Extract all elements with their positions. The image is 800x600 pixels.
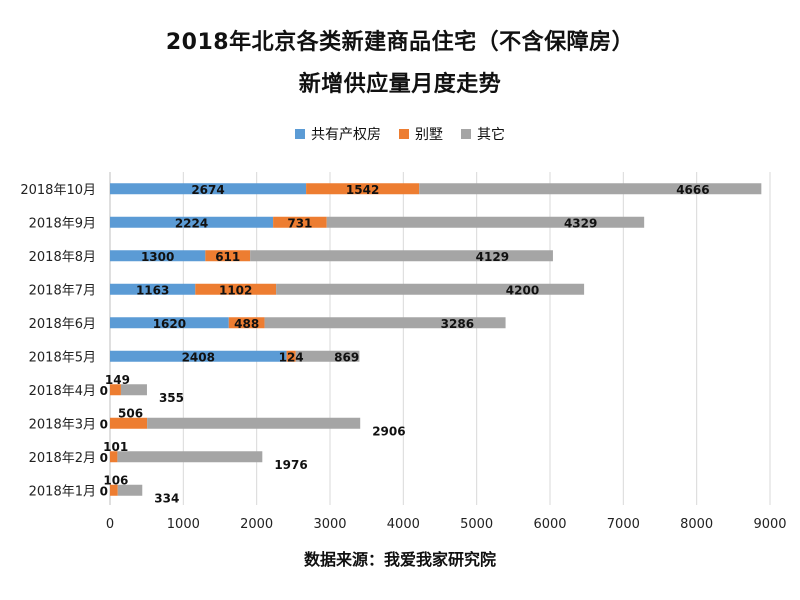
data-label: 1163 — [136, 283, 169, 297]
data-label: 4666 — [676, 183, 709, 197]
bar-segment — [276, 283, 585, 295]
x-tick-label: 8000 — [680, 517, 713, 532]
category-label: 2018年7月 — [29, 283, 96, 298]
data-label: 2674 — [191, 183, 224, 197]
category-label: 2018年10月 — [20, 183, 96, 198]
category-label: 2018年2月 — [29, 451, 96, 466]
bar-segment — [147, 417, 361, 429]
data-label: 149 — [105, 373, 130, 387]
bar-segment — [264, 317, 506, 329]
chart-subtitle: 新增供应量月度走势 — [298, 72, 502, 97]
data-label: 4200 — [506, 283, 539, 297]
legend-item-other: 其它 — [461, 124, 505, 144]
bar-segment — [250, 250, 553, 262]
bar-segment — [110, 350, 287, 362]
category-label: 2018年3月 — [29, 417, 96, 432]
data-label: 2906 — [372, 424, 405, 438]
legend-label-shared-ownership: 共有产权房 — [311, 127, 381, 143]
x-tick-label: 6000 — [533, 517, 566, 532]
bar-segment — [295, 350, 360, 362]
data-label: 0 — [100, 484, 108, 498]
data-label: 869 — [334, 350, 359, 364]
data-label: 1620 — [153, 317, 186, 331]
x-tick-label: 4000 — [387, 517, 420, 532]
bar-segment — [195, 283, 277, 295]
bar-segment — [110, 417, 148, 429]
data-source: 数据来源：我爱我家研究院 — [303, 550, 496, 569]
data-label: 1542 — [346, 183, 379, 197]
bar-segment — [110, 283, 196, 295]
data-label: 101 — [103, 440, 128, 454]
bar-segment — [205, 250, 251, 262]
data-label: 4129 — [476, 250, 509, 264]
data-label: 488 — [234, 317, 259, 331]
bar-segment — [110, 250, 206, 262]
data-label: 1102 — [219, 283, 252, 297]
legend-label-other: 其它 — [477, 127, 505, 143]
data-label: 2408 — [182, 350, 215, 364]
bar-segment — [110, 484, 118, 496]
data-label: 506 — [118, 406, 143, 420]
x-tick-label: 0 — [106, 517, 114, 532]
x-tick-label: 9000 — [753, 517, 786, 532]
data-label: 731 — [287, 216, 312, 230]
bar-segment — [110, 183, 307, 195]
data-label: 3286 — [441, 317, 474, 331]
category-label: 2018年1月 — [29, 484, 96, 499]
x-tick-label: 2000 — [240, 517, 273, 532]
data-label: 0 — [100, 417, 108, 431]
category-label: 2018年8月 — [29, 250, 96, 265]
data-label: 355 — [159, 391, 184, 405]
x-tick-label: 3000 — [313, 517, 346, 532]
data-label: 611 — [215, 250, 240, 264]
data-label: 2224 — [175, 216, 208, 230]
bar-segment — [120, 384, 147, 396]
data-label: 0 — [100, 451, 108, 465]
data-label: 4329 — [564, 216, 597, 230]
data-label: 106 — [103, 473, 128, 487]
category-label: 2018年9月 — [29, 216, 96, 231]
bar-segment — [419, 183, 762, 195]
legend-swatch-other — [461, 129, 471, 139]
bar-segment — [117, 451, 263, 463]
data-label: 1300 — [141, 250, 174, 264]
category-label: 2018年4月 — [29, 384, 96, 399]
bar-segment — [228, 317, 265, 329]
legend-label-villa: 别墅 — [415, 127, 443, 143]
legend: 共有产权房 别墅 其它 — [0, 124, 800, 144]
x-tick-label: 1000 — [167, 517, 200, 532]
category-label: 2018年6月 — [29, 317, 96, 332]
bar-segment — [110, 317, 229, 329]
bar-segment — [286, 350, 296, 362]
bar-segment — [117, 484, 143, 496]
bar-segment — [110, 216, 274, 228]
legend-item-shared-ownership: 共有产权房 — [295, 124, 381, 144]
bar-segment — [306, 183, 420, 195]
data-label: 0 — [100, 384, 108, 398]
bar-segment — [110, 451, 118, 463]
x-tick-label: 5000 — [460, 517, 493, 532]
legend-swatch-villa — [399, 129, 409, 139]
category-label: 2018年5月 — [29, 350, 96, 365]
data-label: 334 — [154, 491, 179, 505]
legend-item-villa: 别墅 — [399, 124, 443, 144]
legend-swatch-shared-ownership — [295, 129, 305, 139]
bar-segment — [273, 216, 327, 228]
bar-segment — [326, 216, 645, 228]
data-label: 1976 — [274, 458, 307, 472]
chart-title: 2018年北京各类新建商品住宅（不含保障房） — [165, 30, 635, 55]
data-label: 124 — [279, 350, 304, 364]
bar-segment — [110, 384, 121, 396]
x-tick-label: 7000 — [607, 517, 640, 532]
